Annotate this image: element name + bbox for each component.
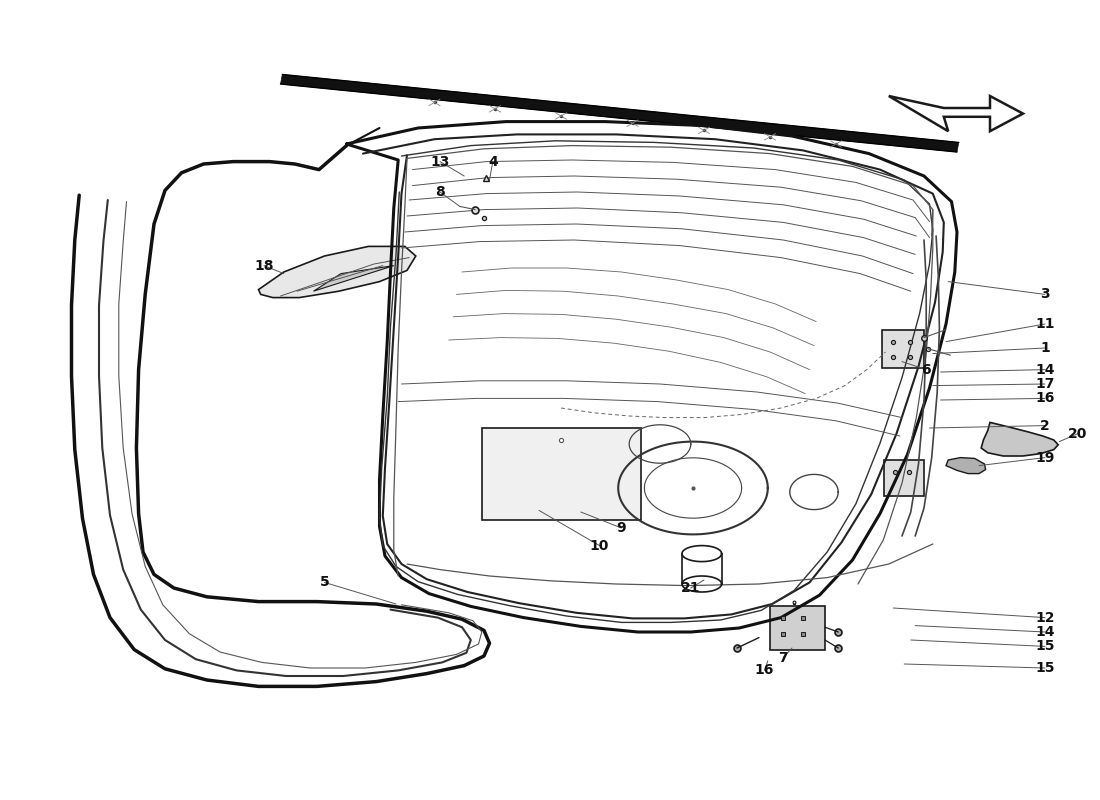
Text: 16: 16 <box>1035 391 1055 406</box>
Text: 14: 14 <box>1035 362 1055 377</box>
Text: 11: 11 <box>1035 317 1055 331</box>
Text: 13: 13 <box>430 154 450 169</box>
Polygon shape <box>946 458 986 474</box>
Bar <box>884 460 924 496</box>
Polygon shape <box>889 96 1023 131</box>
Text: 17: 17 <box>1035 377 1055 391</box>
Text: 14: 14 <box>1035 625 1055 639</box>
Text: 1: 1 <box>1041 341 1049 355</box>
Text: 10: 10 <box>590 538 609 553</box>
Text: 9: 9 <box>617 521 626 535</box>
Text: 2: 2 <box>1041 418 1049 433</box>
Text: 16: 16 <box>755 663 774 678</box>
Text: 5: 5 <box>320 575 329 590</box>
Text: 7: 7 <box>779 650 788 665</box>
Text: 18: 18 <box>254 258 274 273</box>
Text: 15: 15 <box>1035 639 1055 654</box>
Text: 8: 8 <box>436 185 444 199</box>
Text: 3: 3 <box>1041 287 1049 302</box>
Text: 6: 6 <box>922 362 931 377</box>
Polygon shape <box>280 74 959 152</box>
Bar <box>482 428 641 520</box>
Text: 20: 20 <box>1068 426 1088 441</box>
Polygon shape <box>258 246 416 298</box>
Bar <box>770 606 825 650</box>
Bar <box>882 330 924 368</box>
Polygon shape <box>314 266 394 291</box>
Text: 21: 21 <box>681 581 701 595</box>
Text: 4: 4 <box>488 154 497 169</box>
Text: 12: 12 <box>1035 610 1055 625</box>
Polygon shape <box>981 422 1058 456</box>
Text: 15: 15 <box>1035 661 1055 675</box>
Text: 19: 19 <box>1035 450 1055 465</box>
